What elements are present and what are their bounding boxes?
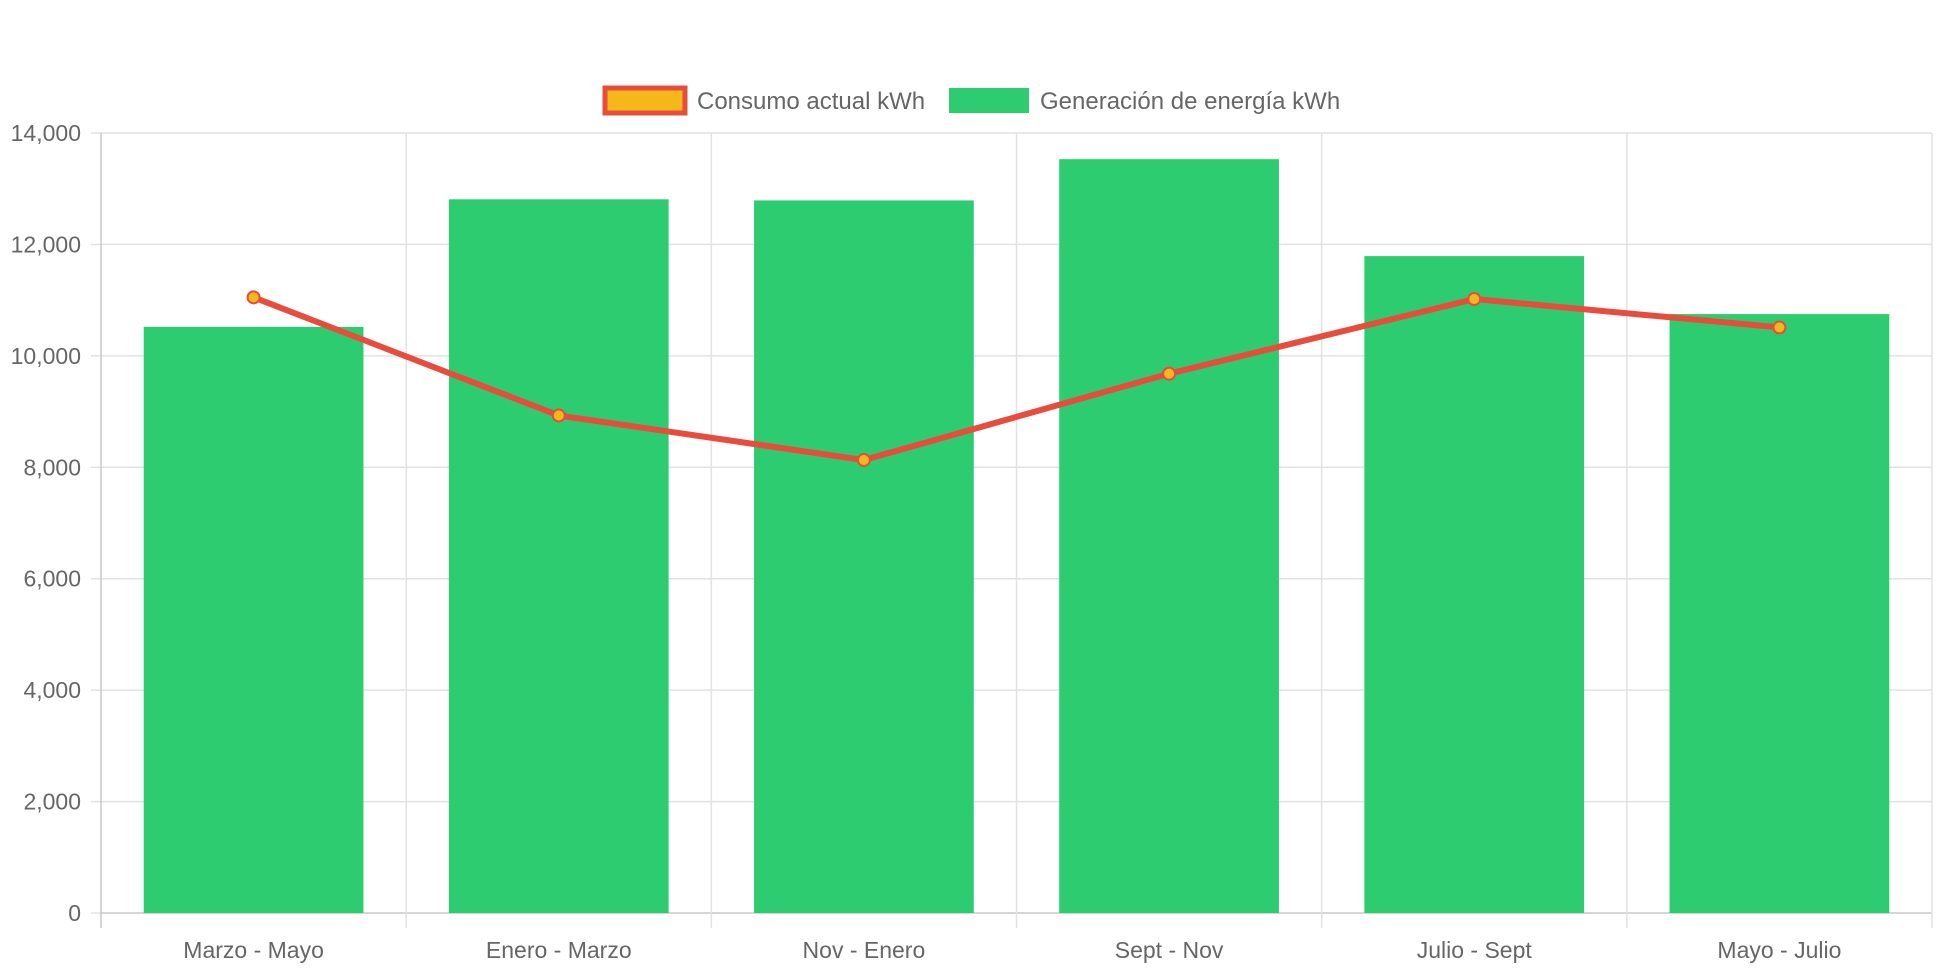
bar-generacion[interactable]: [448, 199, 669, 914]
legend: Consumo actual kWh Generación de energía…: [602, 85, 1340, 116]
line-point-consumo[interactable]: [1772, 320, 1787, 335]
x-tick-label: Enero - Marzo: [486, 937, 632, 963]
legend-label-generacion[interactable]: Generación de energía kWh: [1040, 88, 1340, 115]
x-tick-label: Sept - Nov: [1115, 937, 1224, 963]
x-tick-label: Marzo - Mayo: [183, 937, 324, 963]
bar-generacion[interactable]: [143, 326, 364, 913]
x-tick-label: Julio - Sept: [1417, 937, 1533, 963]
axes: 0 2,000 4,000 6,000 8,000 10,000 12,000 14,000 M…: [11, 120, 1842, 963]
bar-generacion[interactable]: [754, 200, 974, 913]
y-tick-label: 12,000: [11, 231, 81, 257]
bar-series-generacion: [143, 159, 1890, 914]
y-tick-label: 6,000: [23, 566, 81, 592]
line-point-consumo[interactable]: [551, 408, 566, 423]
x-tick-label: Nov - Enero: [803, 937, 926, 963]
y-tick-label: 8,000: [23, 454, 81, 480]
bar-generacion[interactable]: [1669, 314, 1890, 914]
y-tick-label: 10,000: [11, 343, 81, 369]
line-path-consumo: [252, 294, 1780, 464]
x-tick-label: Mayo - Julio: [1717, 937, 1841, 963]
line-series-consumo: [246, 290, 1787, 468]
grid-lines: [91, 132, 1933, 928]
legend-swatch-consumo[interactable]: [602, 85, 688, 116]
bar-generacion[interactable]: [1364, 256, 1585, 914]
line-point-consumo[interactable]: [1162, 366, 1177, 381]
y-tick-label: 4,000: [23, 677, 81, 703]
legend-swatch-generacion[interactable]: [949, 88, 1029, 113]
bar-generacion[interactable]: [1059, 159, 1279, 913]
line-point-consumo[interactable]: [856, 453, 871, 468]
line-point-consumo[interactable]: [246, 290, 261, 305]
y-tick-label: 2,000: [23, 789, 81, 815]
line-point-consumo[interactable]: [1467, 292, 1482, 307]
y-tick-label: 14,000: [11, 120, 81, 146]
y-tick-label: 0: [68, 900, 81, 926]
legend-label-consumo[interactable]: Consumo actual kWh: [697, 88, 925, 115]
